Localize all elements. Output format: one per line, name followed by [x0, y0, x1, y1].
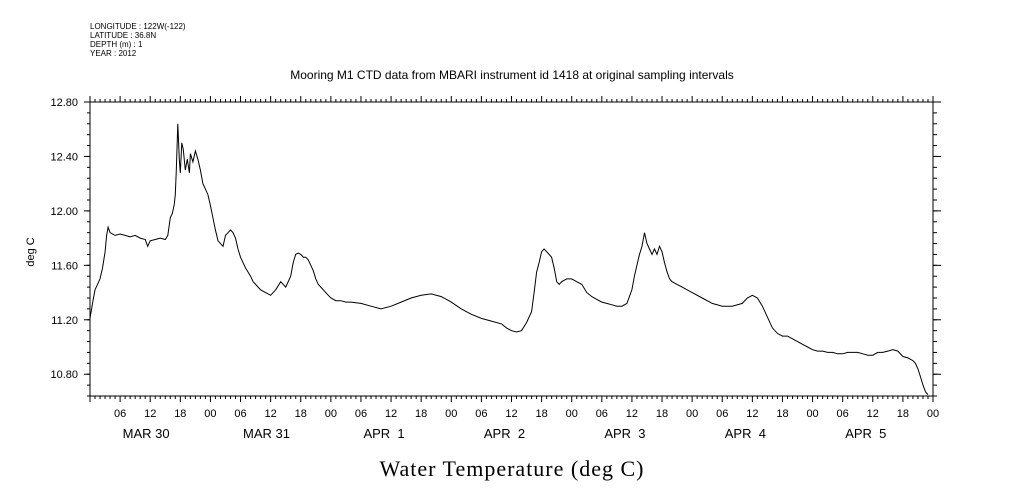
y-tick-label: 11.60 [51, 260, 78, 272]
x-axis-label: Water Temperature (deg C) [379, 456, 644, 481]
x-tick-label: 00 [325, 408, 337, 420]
x-tick-label: 00 [566, 408, 578, 420]
x-tick-label: 18 [415, 408, 427, 420]
y-axis: 12.80 12.40 12.00 11.60 11.20 10.80 [50, 97, 941, 397]
x-day-label: APR 5 [845, 426, 886, 441]
x-day-label: APR 3 [604, 426, 645, 441]
x-tick-label: 18 [174, 408, 186, 420]
x-tick-label: 06 [475, 408, 487, 420]
x-tick-label: 06 [837, 408, 849, 420]
x-tick-label: 18 [295, 408, 307, 420]
x-tick-label: 00 [445, 408, 457, 420]
chart-title: Mooring M1 CTD data from MBARI instrumen… [290, 68, 734, 82]
y-axis-label: deg C [25, 237, 37, 266]
x-tick-label: 00 [806, 408, 818, 420]
x-day-label: APR 4 [725, 426, 766, 441]
x-tick-label: 18 [656, 408, 668, 420]
x-tick-label: 12 [867, 408, 879, 420]
x-tick-label: 00 [927, 408, 939, 420]
x-day-label: APR 1 [363, 426, 404, 441]
x-day-label: APR 2 [484, 426, 525, 441]
x-tick-label: 18 [535, 408, 547, 420]
x-tick-label: 12 [265, 408, 277, 420]
x-tick-label: 06 [114, 408, 126, 420]
x-day-label: MAR 30 [123, 426, 170, 441]
meta-longitude: LONGITUDE : 122W(-122) [90, 22, 186, 31]
x-tick-label: 12 [385, 408, 397, 420]
x-day-labels: MAR 30 MAR 31 APR 1 APR 2 APR 3 APR 4 APR 5 [123, 426, 887, 441]
x-tick-label: 06 [355, 408, 367, 420]
x-tick-label: 06 [596, 408, 608, 420]
y-tick-label: 10.80 [50, 369, 78, 381]
y-tick-label: 11.20 [51, 315, 78, 327]
plot-frame [89, 101, 934, 397]
meta-latitude: LATITUDE : 36.8N [90, 31, 156, 40]
meta-depth: DEPTH (m) : 1 [90, 40, 143, 49]
x-tick-label: 00 [204, 408, 216, 420]
x-tick-label: 12 [505, 408, 517, 420]
y-tick-label: 12.80 [50, 97, 78, 109]
x-tick-label: 06 [234, 408, 246, 420]
meta-year: YEAR : 2012 [90, 49, 137, 58]
x-axis: 06 12 18 00 06 12 18 00 06 12 18 00 06 12 18 00 06 12 18 00… [89, 96, 939, 420]
x-tick-label: 00 [686, 408, 698, 420]
x-tick-label: 18 [897, 408, 909, 420]
y-tick-label: 12.40 [50, 151, 78, 163]
x-tick-label: 06 [716, 408, 728, 420]
x-tick-label: 12 [626, 408, 638, 420]
x-day-label: MAR 31 [243, 426, 290, 441]
x-tick-label: 18 [776, 408, 788, 420]
y-tick-label: 12.00 [50, 206, 78, 218]
series-line-water-temperature [89, 123, 929, 395]
x-tick-label: 12 [144, 408, 156, 420]
x-tick-label: 12 [746, 408, 758, 420]
